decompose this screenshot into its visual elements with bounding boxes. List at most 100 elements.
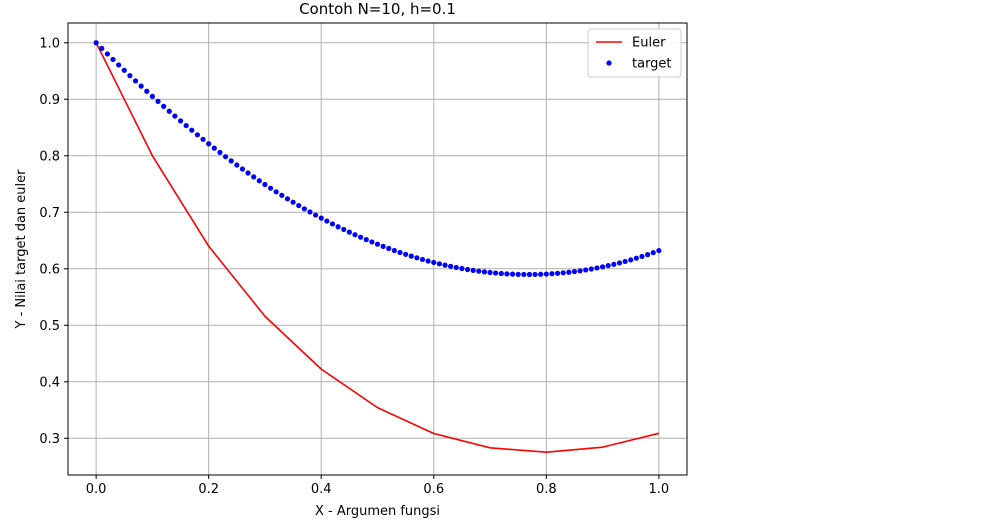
target-data-point <box>397 249 403 256</box>
target-data-point <box>645 252 651 258</box>
target-data-point <box>149 93 156 99</box>
target-data-point <box>509 271 516 277</box>
target-data-point <box>611 261 617 267</box>
y-tick-label: 0.9 <box>39 93 60 108</box>
target-data-point <box>453 264 459 271</box>
target-data-point <box>622 258 628 265</box>
target-data-point <box>431 259 437 266</box>
target-data-point <box>93 40 99 46</box>
target-data-point <box>189 127 195 133</box>
target-data-point <box>408 253 414 259</box>
y-tick-label: 0.3 <box>39 432 60 447</box>
target-data-point <box>132 78 139 84</box>
x-tick-label: 0.4 <box>311 482 332 497</box>
target-data-point <box>177 118 184 124</box>
target-data-point <box>358 234 364 240</box>
target-data-point <box>194 132 201 138</box>
target-data-point <box>296 202 302 209</box>
target-data-point <box>341 226 347 233</box>
target-data-point <box>521 271 527 278</box>
target-data-point <box>262 181 268 188</box>
y-tick-label: 0.8 <box>39 149 60 164</box>
target-data-point <box>464 266 471 273</box>
target-data-point <box>313 212 319 218</box>
legend-box <box>587 28 682 78</box>
target-data-point <box>436 261 442 267</box>
target-data-point <box>329 221 336 227</box>
target-data-point <box>172 113 178 119</box>
target-data-point <box>144 88 150 94</box>
target-data-point <box>335 224 341 230</box>
target-data-point <box>577 268 583 274</box>
target-data-point <box>419 256 426 263</box>
target-data-point <box>639 253 645 260</box>
x-tick-label: 0.2 <box>198 482 219 497</box>
target-data-point <box>346 229 352 235</box>
target-data-point <box>616 260 623 266</box>
target-data-point <box>594 265 600 271</box>
target-data-point <box>566 269 572 275</box>
target-data-point <box>554 270 561 276</box>
target-data-point <box>526 271 533 278</box>
target-data-point <box>459 265 465 272</box>
target-data-point <box>318 215 324 221</box>
target-data-point <box>138 83 144 89</box>
target-data-point <box>633 255 639 261</box>
legend-label: target <box>632 57 672 72</box>
euler-series-line <box>95 42 660 454</box>
target-data-point <box>279 192 285 198</box>
legend-label: Euler <box>632 36 666 51</box>
plot-area: 0.0 0.2 0.4 0.6 0.8 1.0 0.3 0.4 0.5 0.6 0.7 0.8 0.9… <box>39 22 688 497</box>
target-data-point <box>369 239 375 245</box>
chart-title: Contoh N=10, h=0.1 <box>299 0 456 18</box>
legend: Euler target <box>587 28 682 78</box>
target-data-point <box>442 262 448 268</box>
target-data-point <box>425 258 431 264</box>
target-data-point <box>391 247 397 254</box>
target-data-point <box>571 268 578 275</box>
y-tick-label: 0.5 <box>39 319 60 334</box>
target-data-point <box>605 263 611 269</box>
x-tick-label: 0.6 <box>423 482 444 497</box>
target-data-point <box>493 270 499 276</box>
target-data-point <box>267 185 274 191</box>
target-data-point <box>155 98 161 104</box>
target-data-point <box>599 264 606 270</box>
grid-lines <box>68 23 687 475</box>
target-data-point <box>256 178 262 184</box>
target-data-point <box>380 243 386 249</box>
y-tick-label: 1.0 <box>39 36 60 51</box>
axes-frame <box>67 22 688 476</box>
x-tick-label: 1.0 <box>649 482 670 497</box>
target-data-point <box>498 270 504 277</box>
target-data-point <box>374 241 381 247</box>
target-data-point <box>245 170 251 176</box>
legend-target-swatch <box>606 60 612 66</box>
target-data-point <box>251 174 257 180</box>
x-tick-label: 0.8 <box>536 482 557 497</box>
target-data-point <box>549 271 555 277</box>
x-axis-ticks: 0.0 0.2 0.4 0.6 0.8 1.0 <box>86 475 669 497</box>
target-data-point <box>481 269 488 275</box>
target-data-point <box>414 255 420 261</box>
target-data-point <box>127 73 133 79</box>
x-tick-label: 0.0 <box>86 482 107 497</box>
target-data-point <box>110 56 116 63</box>
target-data-point <box>104 51 110 57</box>
target-data-point <box>628 257 634 263</box>
target-data-point <box>273 189 279 195</box>
target-data-point <box>543 271 549 277</box>
target-data-point <box>183 122 189 129</box>
target-data-point <box>234 162 240 168</box>
target-data-point <box>386 245 392 252</box>
target-data-point <box>650 250 656 256</box>
y-axis-ticks: 0.3 0.4 0.5 0.6 0.7 0.8 0.9 1.0 <box>39 36 68 447</box>
target-data-point <box>121 67 127 73</box>
target-data-point <box>470 267 476 273</box>
target-data-point <box>583 267 589 273</box>
target-data-point <box>116 62 122 68</box>
target-data-point <box>448 263 454 269</box>
target-data-point <box>166 108 172 114</box>
target-data-point <box>515 271 521 277</box>
